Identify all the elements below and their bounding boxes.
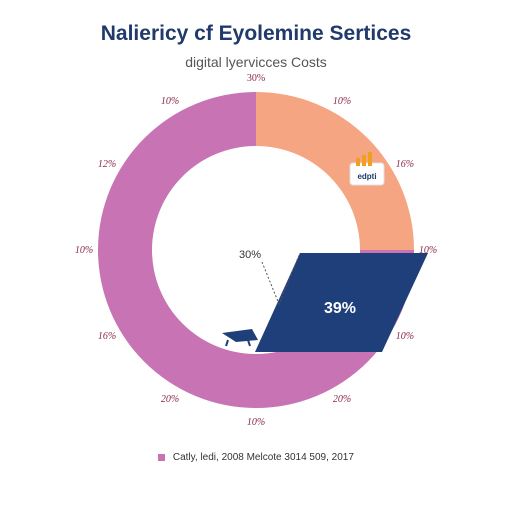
chart-badge-icon: edpti — [349, 152, 385, 186]
ring-label: 12% — [98, 159, 116, 170]
ring-label: 10% — [396, 331, 414, 342]
ring-label: 16% — [396, 159, 414, 170]
ring-label: 10% — [333, 96, 351, 107]
chart-subtitle: digital lyervicces Costs — [185, 54, 327, 70]
ring-label: 10% — [419, 245, 437, 256]
ring-label: 20% — [161, 394, 179, 405]
legend-label: Catly, ledi, 2008 Melcote 3014 509, 2017 — [172, 452, 354, 463]
ring-label: 30% — [247, 73, 265, 84]
vehicle-icon — [222, 329, 258, 347]
highlight-segment — [255, 253, 428, 352]
ring-label: 10% — [75, 245, 93, 256]
ring-label: 10% — [161, 96, 179, 107]
badge-label: edpti — [357, 172, 376, 181]
ring-label: 16% — [98, 331, 116, 342]
donut-slice-0 — [256, 92, 414, 250]
chart-title: Naliericy cf Eyolemine Sertices — [100, 22, 412, 45]
callout-leader — [261, 252, 301, 306]
legend-swatch — [158, 453, 166, 461]
ring-label: 20% — [333, 394, 351, 405]
legend: Catly, ledi, 2008 Melcote 3014 509, 2017 — [0, 452, 512, 463]
callout-label: 30% — [239, 249, 261, 261]
ring-labels-group: 30% 10% 16% 10% 10% 20% 10% 20% 16% 10% 12% 10% — [75, 73, 437, 428]
highlight-label: 39% — [324, 300, 356, 317]
ring-label: 10% — [247, 417, 265, 428]
